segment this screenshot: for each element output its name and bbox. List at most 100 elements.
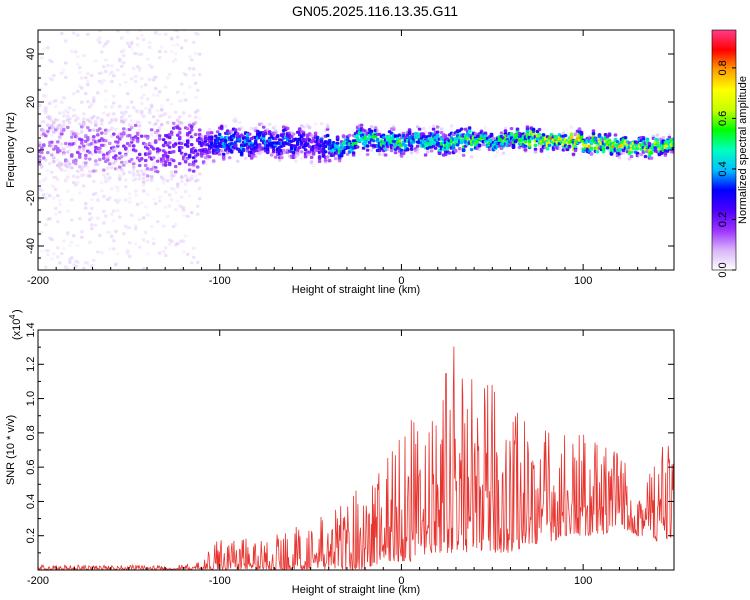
spectrogram-cell (439, 127, 444, 131)
colorbar-tick-label: 0.8 (717, 60, 729, 75)
spectrogram-cell (179, 267, 184, 270)
spectrogram-cell (195, 212, 200, 216)
spectrogram-cell (58, 135, 62, 139)
spectrogram-cell (76, 260, 80, 264)
spectrogram-cell (127, 192, 132, 196)
spectrogram-cell (96, 91, 100, 95)
spectrogram-cell (100, 71, 104, 75)
spectrogram-cell (116, 30, 120, 33)
spectrogram-cell (281, 132, 286, 136)
spectrogram-cell (96, 198, 100, 202)
spectrogram-cell (183, 166, 188, 170)
spectrogram-cell (217, 152, 222, 156)
spectrogram-cell (78, 191, 82, 195)
spectrogram-cell (116, 185, 120, 189)
spectrogram-cell (76, 244, 80, 248)
spectrogram-cell (191, 246, 196, 250)
spectrogram-cell (114, 147, 118, 151)
spectrogram-cell (44, 265, 48, 269)
spectrogram-cell (477, 144, 482, 148)
spectrogram-cell (157, 126, 162, 130)
spectrogram-cell (127, 44, 132, 48)
spectrogram-cell (421, 126, 426, 131)
spectrogram-cell (143, 143, 148, 147)
spectrogram-cell (173, 57, 178, 61)
spectrogram-cell (86, 261, 90, 265)
spectrogram-cell (125, 41, 130, 45)
spectrogram-cell (317, 159, 322, 163)
spectrogram-cell (96, 250, 100, 254)
spectrogram-cell (179, 46, 184, 50)
spectrogram-cell (137, 30, 142, 33)
spectrogram-cell (112, 247, 116, 251)
spectrogram-cell (110, 119, 114, 123)
spectrogram-cell (261, 125, 266, 129)
spectrogram-cell (569, 132, 574, 136)
spectrogram-cell (72, 234, 76, 238)
spectrogram-cell (104, 105, 108, 109)
spectrogram-cell (56, 118, 60, 122)
spectrogram-cell (110, 79, 114, 84)
spectrogram-cell (141, 267, 146, 270)
spectrogram-cell (74, 142, 78, 146)
spectrogram-cell (369, 125, 374, 129)
spectrogram-y-tick-label: 40 (25, 48, 37, 60)
spectrogram-cell (102, 173, 106, 177)
spectrogram-cell (44, 134, 48, 138)
spectrogram-cell (82, 147, 86, 151)
spectrogram-cell (169, 170, 174, 174)
spectrogram-cell (191, 164, 196, 168)
spectrogram-y-tick-label: -20 (25, 190, 37, 206)
spectrogram-cell (92, 258, 96, 262)
spectrogram-cell (104, 89, 108, 93)
spectrogram-cell (289, 134, 294, 139)
spectrogram-cell (139, 85, 144, 89)
spectrogram-cell (533, 150, 538, 154)
spectrogram-cell (122, 232, 126, 236)
spectrogram-cell (157, 90, 162, 94)
spectrogram-cell (135, 43, 140, 47)
spectrogram-cell (66, 110, 70, 114)
spectrogram-cell (219, 149, 224, 153)
spectrogram-cell (82, 122, 86, 126)
spectrogram-cell (70, 154, 74, 158)
spectrogram-cell (167, 163, 172, 167)
spectrogram-x-tick-label: -200 (27, 275, 49, 287)
spectrogram-cell (139, 201, 144, 205)
snr-panel: -200 -100 0 100 0.2 0.4 0.6 0.8 1.0 1.2 1.4 Heigh… (5, 309, 675, 596)
spectrogram-cell (127, 170, 132, 174)
spectrogram-cell (165, 121, 170, 125)
spectrogram-cell (108, 153, 112, 157)
spectrogram-cell (102, 153, 106, 157)
spectrogram-cell (72, 92, 76, 96)
spectrogram-cell (501, 151, 506, 155)
snr-y-multiplier-exp: 4 (8, 314, 17, 319)
spectrogram-cell (667, 135, 672, 139)
spectrogram-cell (72, 181, 76, 185)
spectrogram-cell (167, 193, 172, 197)
spectrogram-cell (90, 198, 94, 202)
spectrogram-cell (44, 111, 48, 115)
spectrogram-cell (415, 150, 420, 154)
spectrogram-cell (120, 155, 124, 159)
spectrogram-cell (155, 109, 160, 113)
spectrogram-cell (295, 148, 300, 152)
spectrogram-cell (153, 75, 158, 79)
spectrogram-cell (141, 172, 146, 176)
snr-y-multiplier-close: ) (11, 309, 23, 313)
spectrogram-cell (367, 140, 372, 145)
spectrogram-cell (122, 49, 126, 53)
spectrogram-cell (621, 151, 626, 155)
spectrogram-cell (80, 168, 84, 172)
spectrogram-cell (159, 104, 164, 108)
spectrogram-cell (211, 159, 216, 163)
spectrogram-cell (435, 125, 440, 129)
spectrogram-cell (237, 139, 242, 143)
spectrogram-cell (649, 151, 654, 155)
spectrogram-cell (151, 242, 156, 246)
spectrogram-cell (86, 83, 90, 87)
spectrogram-cell (76, 169, 80, 173)
spectrogram-cell (80, 86, 84, 90)
colorbar-tick-label: 0.0 (717, 262, 729, 277)
spectrogram-cell (157, 251, 162, 255)
